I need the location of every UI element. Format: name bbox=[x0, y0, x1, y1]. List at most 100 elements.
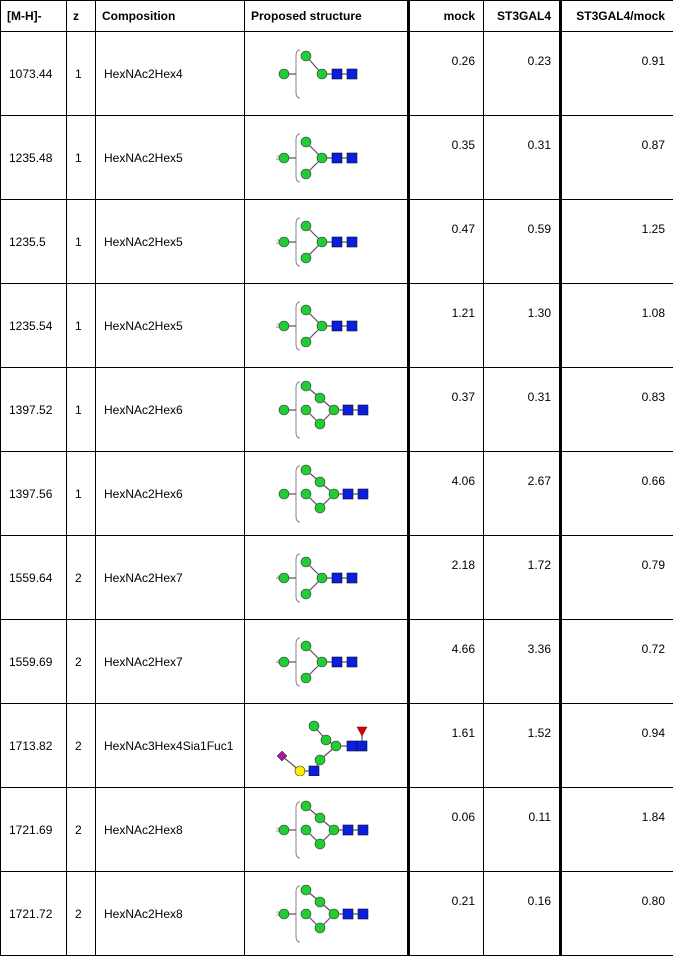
glcnac-icon bbox=[332, 321, 342, 331]
structure-cell bbox=[245, 32, 409, 116]
mannose-icon bbox=[317, 237, 327, 247]
mass-cell: 1559.69 bbox=[1, 620, 67, 704]
bracket bbox=[296, 382, 300, 438]
mannose-icon bbox=[301, 137, 311, 147]
bracket bbox=[296, 802, 300, 858]
mannose-icon bbox=[301, 169, 311, 179]
glcnac-icon bbox=[347, 573, 357, 583]
mock-value-cell: 0.26 bbox=[409, 32, 484, 116]
mannose-icon bbox=[315, 393, 325, 403]
table-row: 1559.692HexNAc2Hex74x4.663.360.72 bbox=[1, 620, 673, 704]
glycan-structure-diagram: 4x bbox=[276, 632, 376, 692]
glycan-structure-diagram: 2x bbox=[276, 212, 376, 272]
mannose-icon bbox=[315, 477, 325, 487]
mannose-icon bbox=[315, 755, 325, 765]
header-composition: Composition bbox=[96, 1, 245, 32]
mannose-icon bbox=[317, 153, 327, 163]
mannose-icon bbox=[279, 405, 289, 415]
charge-cell: 1 bbox=[67, 452, 96, 536]
charge-cell: 2 bbox=[67, 536, 96, 620]
mannose-icon bbox=[301, 51, 311, 61]
composition-cell: HexNAc2Hex6 bbox=[96, 368, 245, 452]
glcnac-icon bbox=[358, 405, 368, 415]
mannose-icon bbox=[279, 321, 289, 331]
structure-cell bbox=[245, 452, 409, 536]
mannose-icon bbox=[315, 503, 325, 513]
mannose-icon bbox=[301, 253, 311, 263]
composition-cell: HexNAc2Hex5 bbox=[96, 284, 245, 368]
structure-cell: 3x bbox=[245, 872, 409, 956]
mannose-icon bbox=[331, 741, 341, 751]
mannose-icon bbox=[317, 573, 327, 583]
ratio-value-cell: 1.84 bbox=[561, 788, 673, 872]
glcnac-icon bbox=[332, 657, 342, 667]
mass-cell: 1721.69 bbox=[1, 788, 67, 872]
glcnac-icon bbox=[358, 489, 368, 499]
mannose-icon bbox=[317, 321, 327, 331]
st3gal4-value-cell: 0.31 bbox=[484, 116, 561, 200]
mock-value-cell: 4.06 bbox=[409, 452, 484, 536]
mannose-icon bbox=[279, 69, 289, 79]
mass-cell: 1559.64 bbox=[1, 536, 67, 620]
ratio-value-cell: 0.79 bbox=[561, 536, 673, 620]
mannose-icon bbox=[329, 825, 339, 835]
charge-cell: 2 bbox=[67, 788, 96, 872]
table-row: 1559.642HexNAc2Hex74x2.181.720.79 bbox=[1, 536, 673, 620]
table-row: 1721.692HexNAc2Hex83x0.060.111.84 bbox=[1, 788, 673, 872]
glcnac-icon bbox=[358, 825, 368, 835]
st3gal4-value-cell: 0.31 bbox=[484, 368, 561, 452]
glcnac-icon bbox=[358, 909, 368, 919]
mannose-icon bbox=[301, 465, 311, 475]
mannose-icon bbox=[315, 813, 325, 823]
header-mass: [M-H]- bbox=[1, 1, 67, 32]
ratio-value-cell: 0.80 bbox=[561, 872, 673, 956]
st3gal4-value-cell: 0.23 bbox=[484, 32, 561, 116]
mannose-icon bbox=[329, 405, 339, 415]
mannose-icon bbox=[279, 825, 289, 835]
composition-cell: HexNAc2Hex6 bbox=[96, 452, 245, 536]
mannose-icon bbox=[301, 221, 311, 231]
ratio-value-cell: 0.66 bbox=[561, 452, 673, 536]
mock-value-cell: 1.21 bbox=[409, 284, 484, 368]
glcnac-icon bbox=[343, 405, 353, 415]
table-row: 1235.481HexNAc2Hex52x0.350.310.87 bbox=[1, 116, 673, 200]
mannose-icon bbox=[301, 337, 311, 347]
st3gal4-value-cell: 0.16 bbox=[484, 872, 561, 956]
mass-cell: 1235.48 bbox=[1, 116, 67, 200]
structure-cell: 4x bbox=[245, 620, 409, 704]
st3gal4-value-cell: 0.11 bbox=[484, 788, 561, 872]
header-mock: mock bbox=[409, 1, 484, 32]
mannose-icon bbox=[279, 489, 289, 499]
bracket bbox=[296, 50, 300, 98]
structure-cell: 2x bbox=[245, 116, 409, 200]
ratio-value-cell: 0.91 bbox=[561, 32, 673, 116]
st3gal4-value-cell: 1.72 bbox=[484, 536, 561, 620]
bracket bbox=[296, 886, 300, 942]
structure-cell: 3x bbox=[245, 788, 409, 872]
composition-cell: HexNAc3Hex4Sia1Fuc1 bbox=[96, 704, 245, 788]
mock-value-cell: 0.37 bbox=[409, 368, 484, 452]
st3gal4-value-cell: 1.52 bbox=[484, 704, 561, 788]
mass-cell: 1397.56 bbox=[1, 452, 67, 536]
charge-cell: 2 bbox=[67, 872, 96, 956]
mannose-icon bbox=[301, 801, 311, 811]
mannose-icon bbox=[301, 405, 311, 415]
mannose-icon bbox=[309, 721, 319, 731]
glycan-structure-diagram: 3x bbox=[276, 884, 376, 944]
glcnac-icon bbox=[347, 321, 357, 331]
bracket bbox=[296, 218, 300, 266]
charge-cell: 1 bbox=[67, 116, 96, 200]
glcnac-icon bbox=[332, 69, 342, 79]
composition-cell: HexNAc2Hex5 bbox=[96, 116, 245, 200]
mannose-icon bbox=[329, 489, 339, 499]
ratio-value-cell: 1.08 bbox=[561, 284, 673, 368]
bracket bbox=[296, 554, 300, 602]
ratio-value-cell: 0.72 bbox=[561, 620, 673, 704]
mannose-icon bbox=[315, 897, 325, 907]
charge-cell: 1 bbox=[67, 32, 96, 116]
mannose-icon bbox=[317, 657, 327, 667]
composition-cell: HexNAc2Hex7 bbox=[96, 620, 245, 704]
mannose-icon bbox=[315, 923, 325, 933]
